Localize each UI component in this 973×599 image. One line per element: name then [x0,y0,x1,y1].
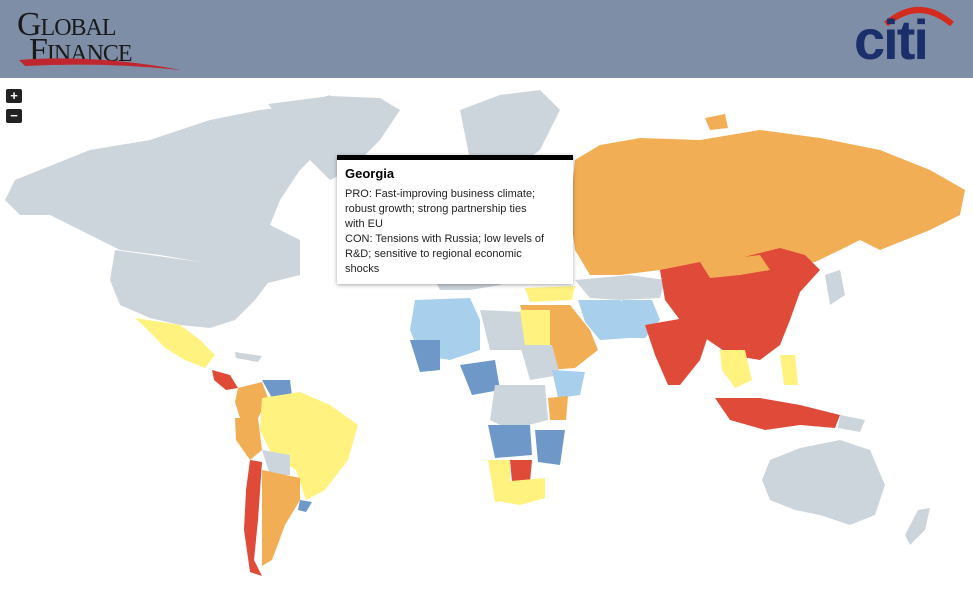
country-nigeria[interactable] [460,360,500,395]
country-kenya[interactable] [548,396,568,420]
country-greenland[interactable] [268,96,400,180]
zoom-out-button[interactable]: − [6,109,22,123]
country-tanzania[interactable] [535,430,565,465]
country-sudan[interactable] [520,345,560,380]
tooltip-body: PRO: Fast-improving business climate; ro… [345,187,565,277]
country-colombia[interactable] [235,382,268,418]
tooltip-con-line-1: CON: Tensions with Russia; low levels of [345,233,545,245]
country-australia[interactable] [762,440,885,525]
country-central-africa[interactable] [490,385,548,430]
country-papua-new-guinea[interactable] [838,415,865,432]
zoom-in-button[interactable]: + [6,89,22,103]
country-southeast-asia[interactable] [720,350,752,388]
country-peru[interactable] [235,418,262,460]
header-bar: Global Finance citi [0,0,973,78]
country-botswana[interactable] [510,460,532,482]
country-cuba[interactable] [235,352,262,362]
country-turkey[interactable] [525,286,575,302]
country-libya[interactable] [480,310,525,350]
country-mongolia[interactable] [700,255,770,278]
country-egypt[interactable] [520,310,550,345]
country-central-america[interactable] [212,370,238,390]
country-indonesia[interactable] [715,398,840,430]
country-philippines[interactable] [780,355,798,385]
citi-arc-icon [884,7,954,26]
tooltip-con-line-3: shocks [345,263,380,275]
country-china[interactable] [660,248,820,360]
country-uruguay[interactable] [298,500,312,512]
country-russia-island[interactable] [705,114,728,130]
country-chile[interactable] [244,460,262,576]
country-scandinavia[interactable] [460,90,560,170]
country-usa[interactable] [110,250,270,328]
logo-line-1: Global [17,6,117,43]
tooltip-title: Georgia [345,166,395,181]
citi-wordmark: citi [854,8,929,71]
country-mexico[interactable] [135,318,215,368]
country-tooltip: Georgia PRO: Fast-improving business cli… [337,155,573,284]
tooltip-con-line-2: R&D; sensitive to regional economic [345,248,522,260]
logo-swoosh-icon [19,58,181,70]
country-india[interactable] [645,318,710,385]
country-ethiopia[interactable] [552,370,585,398]
global-finance-logo[interactable]: Global Finance [15,6,183,72]
country-new-zealand[interactable] [905,508,930,545]
tooltip-pro-line-3: with EU [345,218,383,230]
country-bolivia[interactable] [262,450,290,475]
tooltip-pro-line-2: robust growth; strong partnership ties [345,203,527,215]
country-drc[interactable] [488,425,532,458]
country-japan[interactable] [825,270,845,305]
country-venezuela[interactable] [262,380,292,398]
country-brazil[interactable] [260,392,358,500]
citi-logo[interactable]: citi [852,2,956,72]
country-south-africa[interactable] [500,478,545,505]
country-canada[interactable] [5,95,340,285]
country-argentina[interactable] [262,470,300,566]
country-west-africa[interactable] [410,340,440,372]
country-kazakhstan[interactable] [575,275,665,300]
country-russia[interactable] [570,130,965,275]
tooltip-pro-line-1: PRO: Fast-improving business climate; [345,188,536,200]
